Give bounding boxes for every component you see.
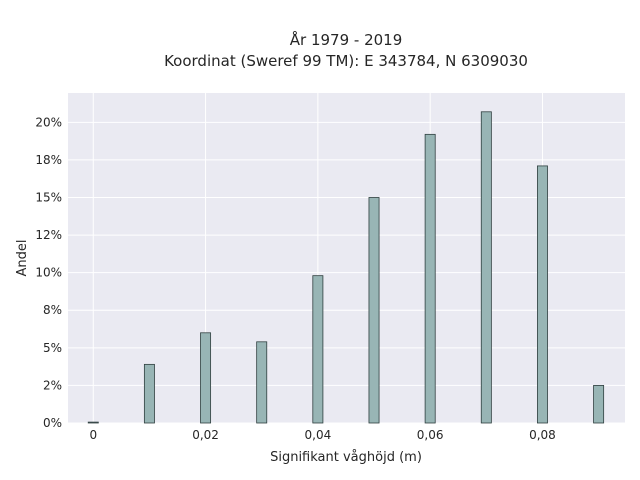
y-tick-label-0: 0%: [43, 416, 62, 430]
chart-title-line1: År 1979 - 2019: [290, 30, 403, 49]
bar-0: [87, 421, 99, 424]
y-tick-label-1: 2%: [43, 378, 62, 392]
y-tick-label-3: 8%: [43, 303, 62, 317]
bar-5: [368, 197, 380, 424]
bar-1: [143, 363, 155, 424]
x-tick-label-2: 0,04: [305, 428, 332, 442]
bar-7: [480, 111, 492, 424]
bar-3: [256, 341, 268, 424]
y-tick-label-6: 15%: [35, 190, 62, 204]
bar-2: [200, 332, 212, 424]
bar-9: [593, 385, 605, 424]
x-tick-label-1: 0,02: [192, 428, 219, 442]
y-tick-label-2: 5%: [43, 341, 62, 355]
grid-lines: [68, 93, 625, 424]
x-tick-label-3: 0,06: [417, 428, 444, 442]
y-tick-label-4: 10%: [35, 266, 62, 280]
bar-6: [424, 133, 436, 424]
y-tick-label-7: 18%: [35, 153, 62, 167]
bar-4: [312, 275, 324, 424]
bars: [87, 111, 605, 424]
x-axis-ticks: 0 0,02 0,04 0,06 0,08: [89, 428, 555, 442]
x-tick-label-4: 0,08: [529, 428, 556, 442]
x-tick-label-0: 0: [89, 428, 97, 442]
bar-8: [537, 165, 548, 424]
y-axis-ticks: 0% 2% 5% 8% 10% 12% 15% 18% 20%: [35, 115, 62, 430]
y-tick-label-8: 20%: [35, 115, 62, 129]
plot-area: [68, 93, 625, 423]
y-axis-label: Andel: [15, 240, 30, 277]
chart-title-line2: Koordinat (Sweref 99 TM): E 343784, N 63…: [164, 52, 528, 70]
y-tick-label-5: 12%: [35, 228, 62, 242]
x-axis-label: Signifikant våghöjd (m): [270, 450, 422, 465]
